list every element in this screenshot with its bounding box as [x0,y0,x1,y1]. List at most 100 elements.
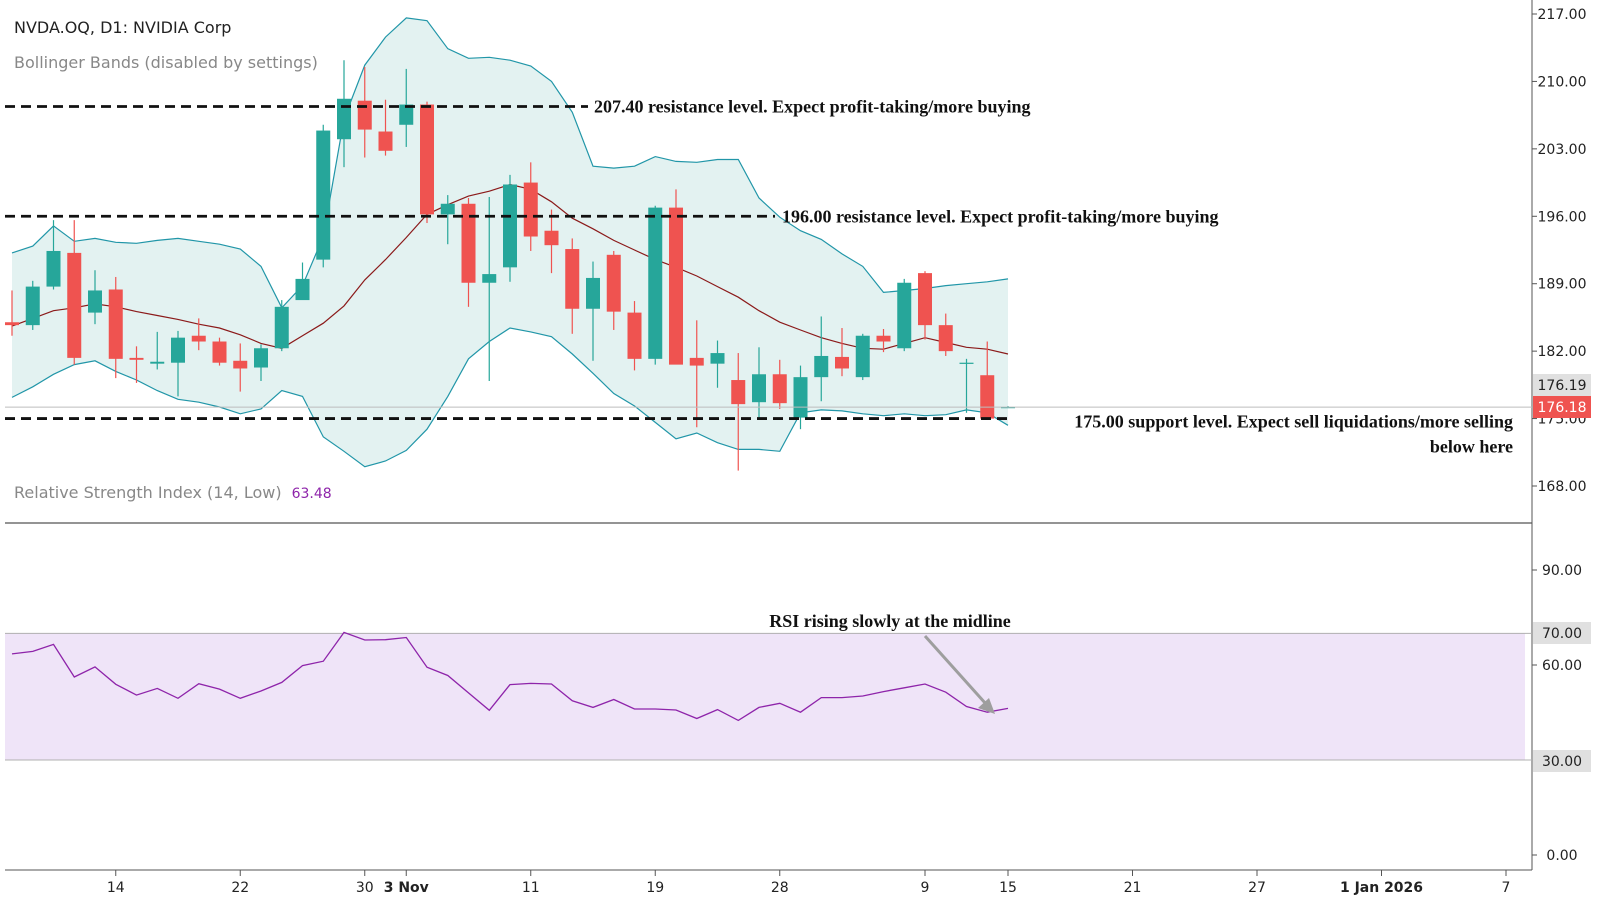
candle-body [523,182,538,237]
candle [420,101,434,224]
time-tick-label: 30 [356,880,374,896]
candle-body [544,230,559,246]
candle [337,60,351,168]
candle [378,99,393,156]
support-175-label-line1: 175.00 support level. Expect sell liquid… [1074,412,1513,432]
candle-body [171,337,185,363]
candle-body [897,282,912,349]
candle [171,330,185,397]
time-tick-label: 21 [1124,880,1142,896]
candle [254,344,268,382]
candle-body [25,286,40,326]
candle-body [108,289,123,359]
candle [980,341,995,420]
candle [25,280,40,330]
time-tick-label: 3 Nov [384,880,429,896]
bollinger-lower-line [11,327,1009,468]
candle-body [710,353,725,364]
candle-body [378,131,393,151]
candle [565,238,580,334]
candle [212,337,227,366]
candle-body [855,335,870,378]
candle [5,290,19,336]
rsi-30-badge-text: 30.00 [1542,754,1582,770]
candle [316,124,331,268]
candle [669,189,683,365]
rsi-zone-fill [5,633,1525,760]
candle [150,331,165,370]
candle [399,68,414,147]
time-tick-label: 7 [1502,880,1511,896]
price-tick-label: 210.00 [1538,74,1587,90]
time-tick-label: 22 [231,880,249,896]
candle-body [565,249,580,309]
rsi-note-arrow-shaft [923,634,988,706]
candle-body [337,98,351,140]
resistance-196-label: 196.00 resistance level. Expect profit-t… [782,206,1218,226]
candle-body [67,252,82,358]
last-price-badge-text: 176.19 [1538,378,1587,394]
candle [814,316,829,402]
candle [46,220,61,290]
candle-body [648,207,663,359]
candle [357,66,372,158]
time-tick-label: 14 [107,880,125,896]
rsi-note-label: RSI rising slowly at the midline [769,611,1011,631]
candle-body [191,335,206,342]
candle [108,276,123,379]
time-tick-label: 1 Jan 2026 [1340,880,1423,896]
candle-body [46,250,61,287]
rsi-30-badge-bg [1533,750,1591,772]
candle-body [586,277,600,309]
candle [461,197,476,307]
candle [440,195,455,245]
rsi-70-badge-bg [1533,622,1591,644]
candle [482,197,497,382]
current-price-badge-text: 176.18 [1538,400,1587,416]
candle [191,318,206,351]
time-tick-label: 11 [522,880,540,896]
rsi-note-arrow [923,634,995,714]
rsi-label: Relative Strength Index (14, Low) [14,483,282,502]
current-price-badge: 176.18 [1533,396,1591,418]
candle [876,328,891,353]
candle [88,270,102,325]
candle-body [503,184,517,268]
candle-body [1001,407,1015,409]
candle [503,174,517,282]
candle [731,353,746,471]
price-tick-label: 189.00 [1538,277,1587,293]
rsi-note-arrow-head [978,698,995,714]
candle [627,301,642,371]
candle [129,346,144,383]
time-tick-label: 19 [646,880,664,896]
levels-group [5,105,1532,420]
candle-body [357,100,372,130]
candle [606,250,621,330]
price-tick-label: 196.00 [1538,209,1587,225]
candle-body [669,207,683,365]
candle [938,313,953,356]
candle-body [295,278,310,301]
price-tick-label: 203.00 [1538,142,1587,158]
rsi-70-badge: 70.00 [1533,622,1591,644]
candle-body [461,203,476,283]
candle-body [88,290,102,313]
candle-body [793,377,808,418]
candle [586,261,600,361]
candle-body [129,357,144,360]
price-tick-label: 217.00 [1538,7,1587,23]
candle-body [440,203,455,215]
rsi-tick-label: 60.00 [1542,658,1582,674]
rsi-line [11,631,1009,722]
candle [523,162,538,251]
candle [233,343,248,392]
candle-body [918,273,932,326]
candle-body [606,254,621,312]
candle [897,278,912,352]
rsi-current-value: 63.48 [292,486,332,502]
rsi-30-badge: 30.00 [1533,750,1591,772]
